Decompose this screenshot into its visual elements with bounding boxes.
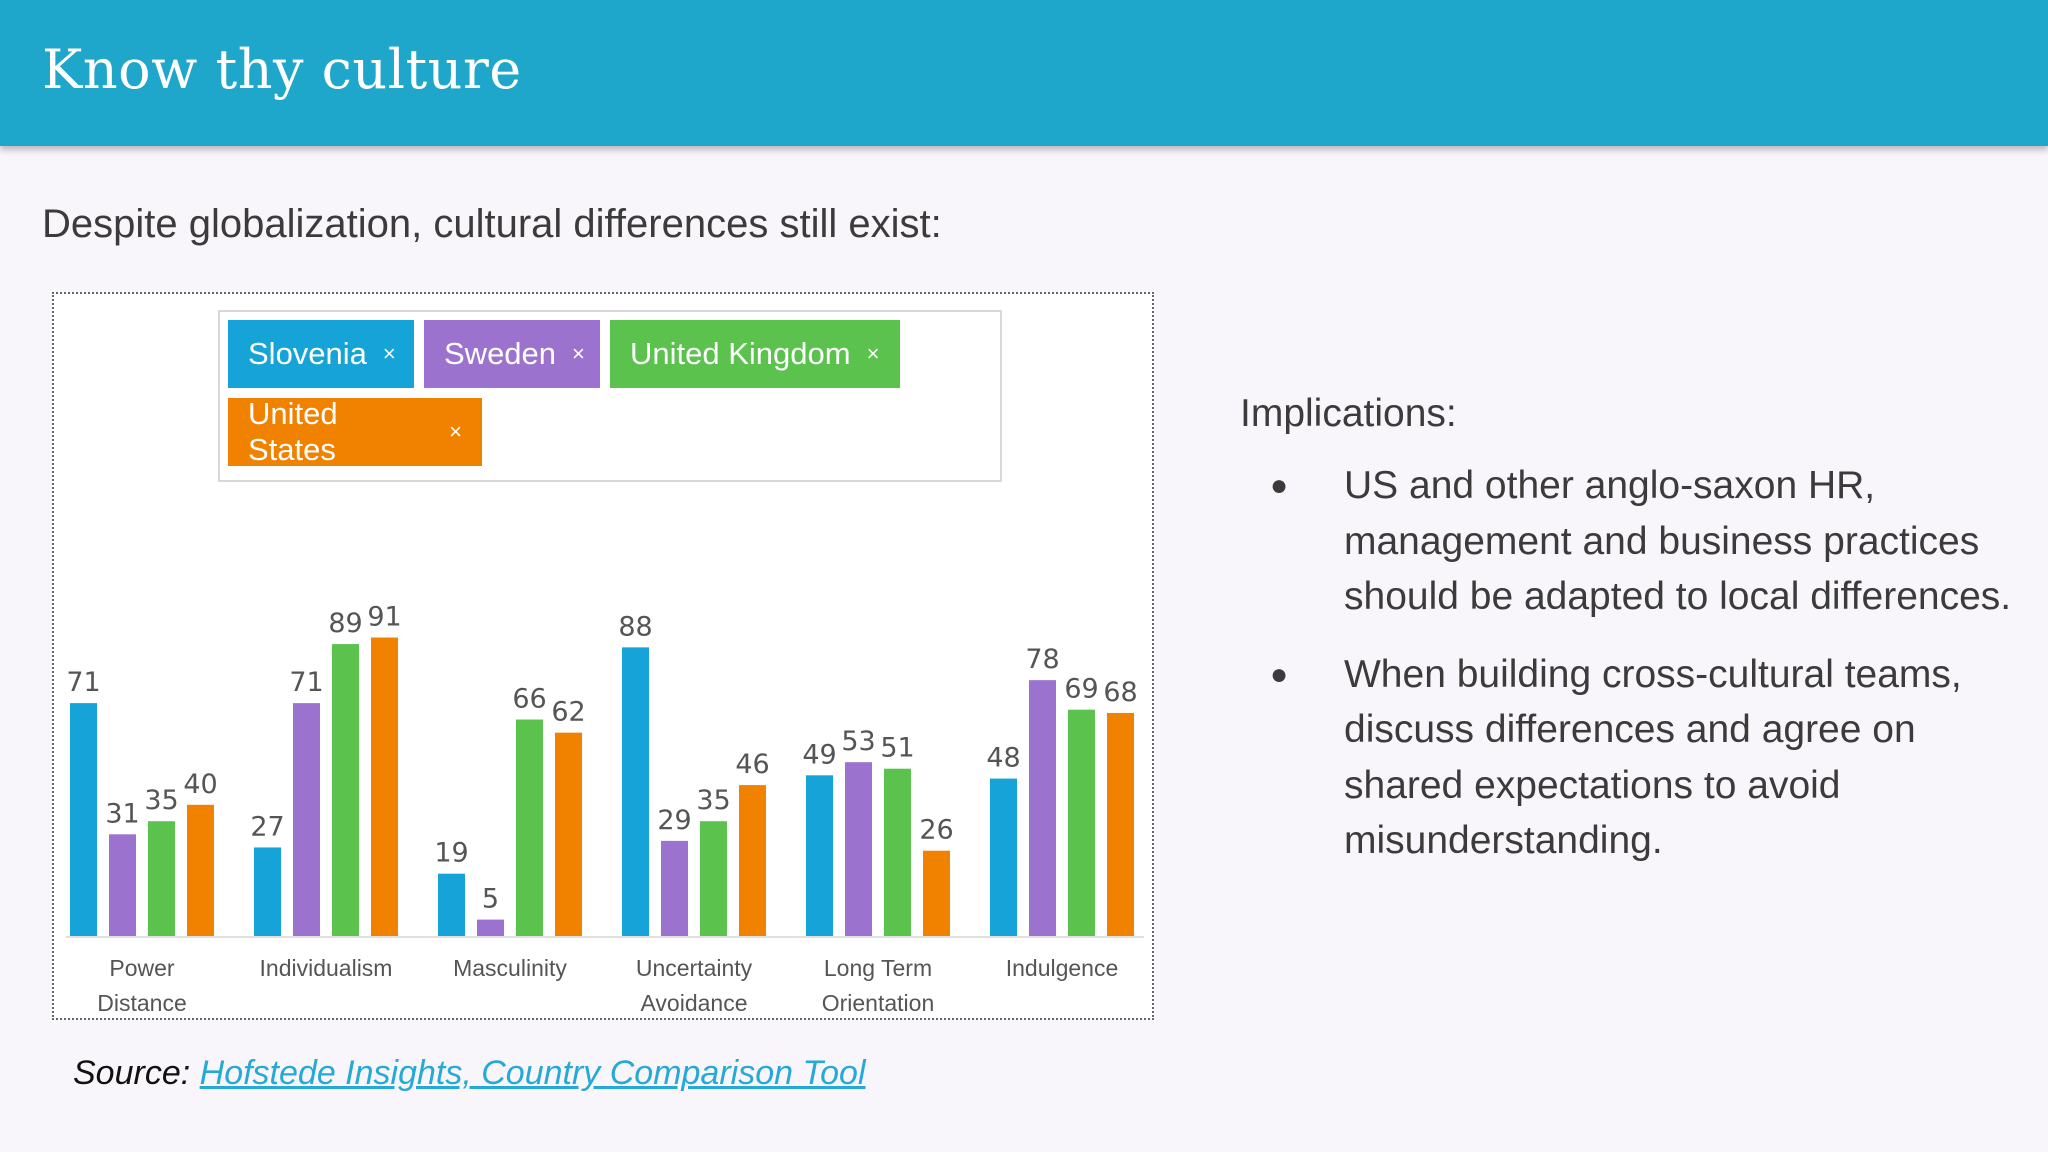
category-label: Masculinity	[453, 955, 567, 981]
chip-label: United Kingdom	[630, 336, 851, 371]
bar	[516, 719, 543, 936]
chip-united-kingdom[interactable]: United Kingdom ×	[610, 320, 900, 388]
bar	[622, 647, 649, 936]
chip-slovenia[interactable]: Slovenia ×	[228, 320, 414, 388]
bar	[990, 778, 1017, 936]
bar	[1068, 709, 1095, 936]
chip-label: Sweden	[444, 336, 557, 371]
data-label: 53	[841, 726, 875, 757]
implications-heading: Implications:	[1240, 392, 1457, 435]
category-label: Uncertainty	[636, 955, 753, 981]
bullet-text: US and other anglo-saxon HR, management …	[1344, 464, 2012, 618]
source-link[interactable]: Hofstede Insights, Country Comparison To…	[199, 1054, 866, 1092]
data-label: 66	[512, 684, 546, 715]
bar	[700, 821, 727, 936]
bar	[661, 840, 688, 936]
category-label: Orientation	[822, 990, 935, 1016]
data-label: 35	[696, 785, 730, 816]
slide-subtitle: Despite globalization, cultural differen…	[42, 202, 942, 246]
bar	[187, 804, 214, 936]
header-bar: Know thy culture	[0, 0, 2048, 146]
chip-united-states[interactable]: United States ×	[228, 396, 482, 467]
bullet-icon: ●	[1270, 469, 1289, 502]
bar	[148, 821, 175, 936]
data-label: 91	[367, 602, 401, 633]
category-label: Long Term	[824, 955, 932, 981]
data-label: 89	[328, 608, 362, 639]
category-label: Indulgence	[1006, 955, 1119, 981]
category-label: Avoidance	[641, 990, 748, 1016]
source-line: Source: Hofstede Insights, Country Compa…	[73, 1054, 866, 1093]
bar	[70, 703, 97, 936]
bar	[332, 644, 359, 936]
data-label: 19	[434, 838, 468, 869]
data-label: 88	[618, 611, 652, 642]
country-selector: Slovenia × Sweden × United Kingdom × Uni…	[218, 310, 1002, 482]
category-label: Individualism	[260, 955, 393, 981]
implications-list: ● US and other anglo-saxon HR, managemen…	[1240, 458, 2020, 891]
bar	[254, 847, 281, 936]
bar	[1029, 680, 1056, 936]
bar	[109, 834, 136, 936]
data-label: 68	[1103, 677, 1137, 708]
data-label: 71	[289, 667, 323, 698]
bar	[438, 873, 465, 936]
chip-sweden[interactable]: Sweden ×	[424, 320, 600, 388]
data-label: 48	[986, 743, 1020, 774]
data-label: 78	[1025, 644, 1059, 675]
bar	[371, 637, 398, 936]
close-icon[interactable]: ×	[382, 341, 396, 366]
data-label: 46	[735, 749, 769, 780]
data-label: 5	[482, 884, 499, 915]
bar	[739, 785, 766, 936]
data-label: 27	[250, 811, 284, 842]
bullet-icon: ●	[1270, 657, 1289, 691]
close-icon[interactable]: ×	[866, 341, 880, 366]
chip-label: United States	[248, 396, 338, 467]
bar	[293, 703, 320, 936]
list-item: ● US and other anglo-saxon HR, managemen…	[1240, 458, 2020, 625]
bar	[845, 762, 872, 936]
chart-frame: 71 31 35 40 Power Distance 27 71 89 91 Individuali…	[52, 292, 1154, 1020]
data-label: 26	[919, 815, 953, 846]
bar	[884, 768, 911, 936]
bullet-text: When building cross-cultural teams, disc…	[1344, 652, 1962, 863]
bar	[806, 775, 833, 936]
close-icon[interactable]: ×	[572, 341, 585, 366]
data-label: 69	[1064, 674, 1098, 705]
bar	[555, 732, 582, 936]
data-label: 71	[66, 667, 100, 698]
data-label: 40	[183, 769, 217, 800]
category-label: Distance	[97, 990, 186, 1016]
data-label: 35	[144, 785, 178, 816]
list-item: ● When building cross-cultural teams, di…	[1240, 647, 2020, 869]
bar	[923, 850, 950, 936]
data-label: 49	[802, 739, 836, 770]
bar	[477, 919, 504, 936]
page-title: Know thy culture	[42, 38, 522, 101]
data-label: 62	[551, 697, 585, 728]
chip-label: Slovenia	[248, 336, 367, 371]
data-label: 31	[105, 798, 139, 829]
data-label: 51	[880, 733, 914, 764]
category-label: Power	[109, 955, 175, 981]
data-label: 29	[657, 805, 691, 836]
close-icon[interactable]: ×	[449, 419, 462, 444]
bar	[1107, 712, 1134, 936]
source-label: Source:	[73, 1054, 191, 1092]
